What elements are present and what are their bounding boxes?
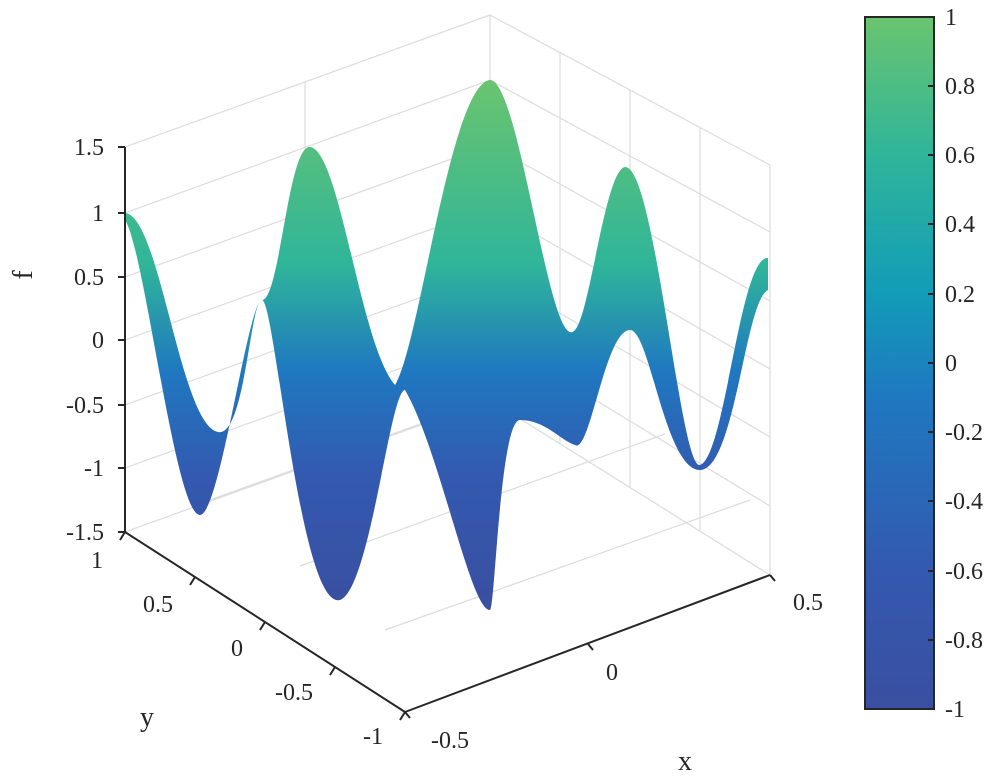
colorbar-tick-label: 0.8	[945, 74, 975, 100]
surface-back-fill	[125, 80, 768, 610]
colorbar-tick-label: 0.4	[945, 212, 975, 238]
colorbar-tick-marks	[928, 16, 934, 710]
y-tick-label: 1	[91, 548, 103, 574]
z-tick-label: 0	[92, 328, 104, 354]
z-tick-labels: 1.5 1 0.5 0 -0.5 -1 -1.5	[66, 135, 104, 546]
z-axis-title: f	[8, 270, 39, 280]
colorbar: 1 0.8 0.6 0.4 0.2 0 -0.2 -0.4 -0.6 -0.8 …	[864, 5, 983, 723]
x-tick	[587, 643, 594, 651]
z-tick-label: -1	[84, 456, 104, 482]
colorbar-fill	[864, 16, 935, 710]
x-tick	[404, 711, 411, 719]
y-tick	[259, 621, 266, 631]
colorbar-tick-label: -1	[945, 697, 965, 723]
colorbar-tick-label: 0	[945, 351, 957, 377]
y-tick	[119, 531, 126, 541]
x-tick-labels: -0.5 0 0.5	[431, 590, 823, 754]
grid-line	[384, 499, 751, 631]
y-tick-labels: 1 0.5 0 -0.5 -1	[91, 548, 383, 750]
grid-line	[489, 399, 771, 576]
colorbar-tick-label: -0.4	[945, 489, 983, 515]
x-tick-label: -0.5	[431, 728, 469, 754]
z-tick-label: 0.5	[74, 265, 104, 291]
x-tick-label: 0	[606, 660, 618, 686]
z-tick-label: 1.5	[74, 135, 104, 161]
y-tick-label: -0.5	[275, 680, 313, 706]
grid-line	[489, 79, 771, 233]
axes-group	[118, 146, 776, 721]
colorbar-tick-label: -0.2	[945, 420, 983, 446]
y-axis-title: y	[140, 702, 154, 733]
colorbar-tick-label: 0.6	[945, 143, 975, 169]
z-tick-label: -1.5	[66, 520, 104, 546]
x-tick	[769, 574, 776, 582]
colorbar-tick-label: 0.2	[945, 282, 975, 308]
y-tick	[399, 711, 406, 721]
grid-line	[124, 14, 491, 148]
z-tick-label: -0.5	[66, 393, 104, 419]
colorbar-tick-label: 1	[945, 5, 957, 31]
x-tick-label: 0.5	[793, 590, 823, 616]
x-axis-line	[404, 574, 771, 713]
y-tick-label: 0	[231, 636, 243, 662]
colorbar-tick-label: -0.8	[945, 628, 983, 654]
x-axis-title: x	[678, 746, 692, 777]
colorbar-tick-label: -0.6	[945, 559, 983, 585]
y-tick-label: -1	[363, 724, 383, 750]
grid-line	[124, 79, 491, 214]
y-tick	[329, 666, 336, 676]
colorbar-tick-labels: 1 0.8 0.6 0.4 0.2 0 -0.2 -0.4 -0.6 -0.8 …	[945, 5, 983, 723]
y-tick-label: 0.5	[143, 592, 173, 618]
z-tick-label: 1	[92, 201, 104, 227]
y-tick	[189, 576, 196, 586]
surface-group	[125, 80, 768, 610]
